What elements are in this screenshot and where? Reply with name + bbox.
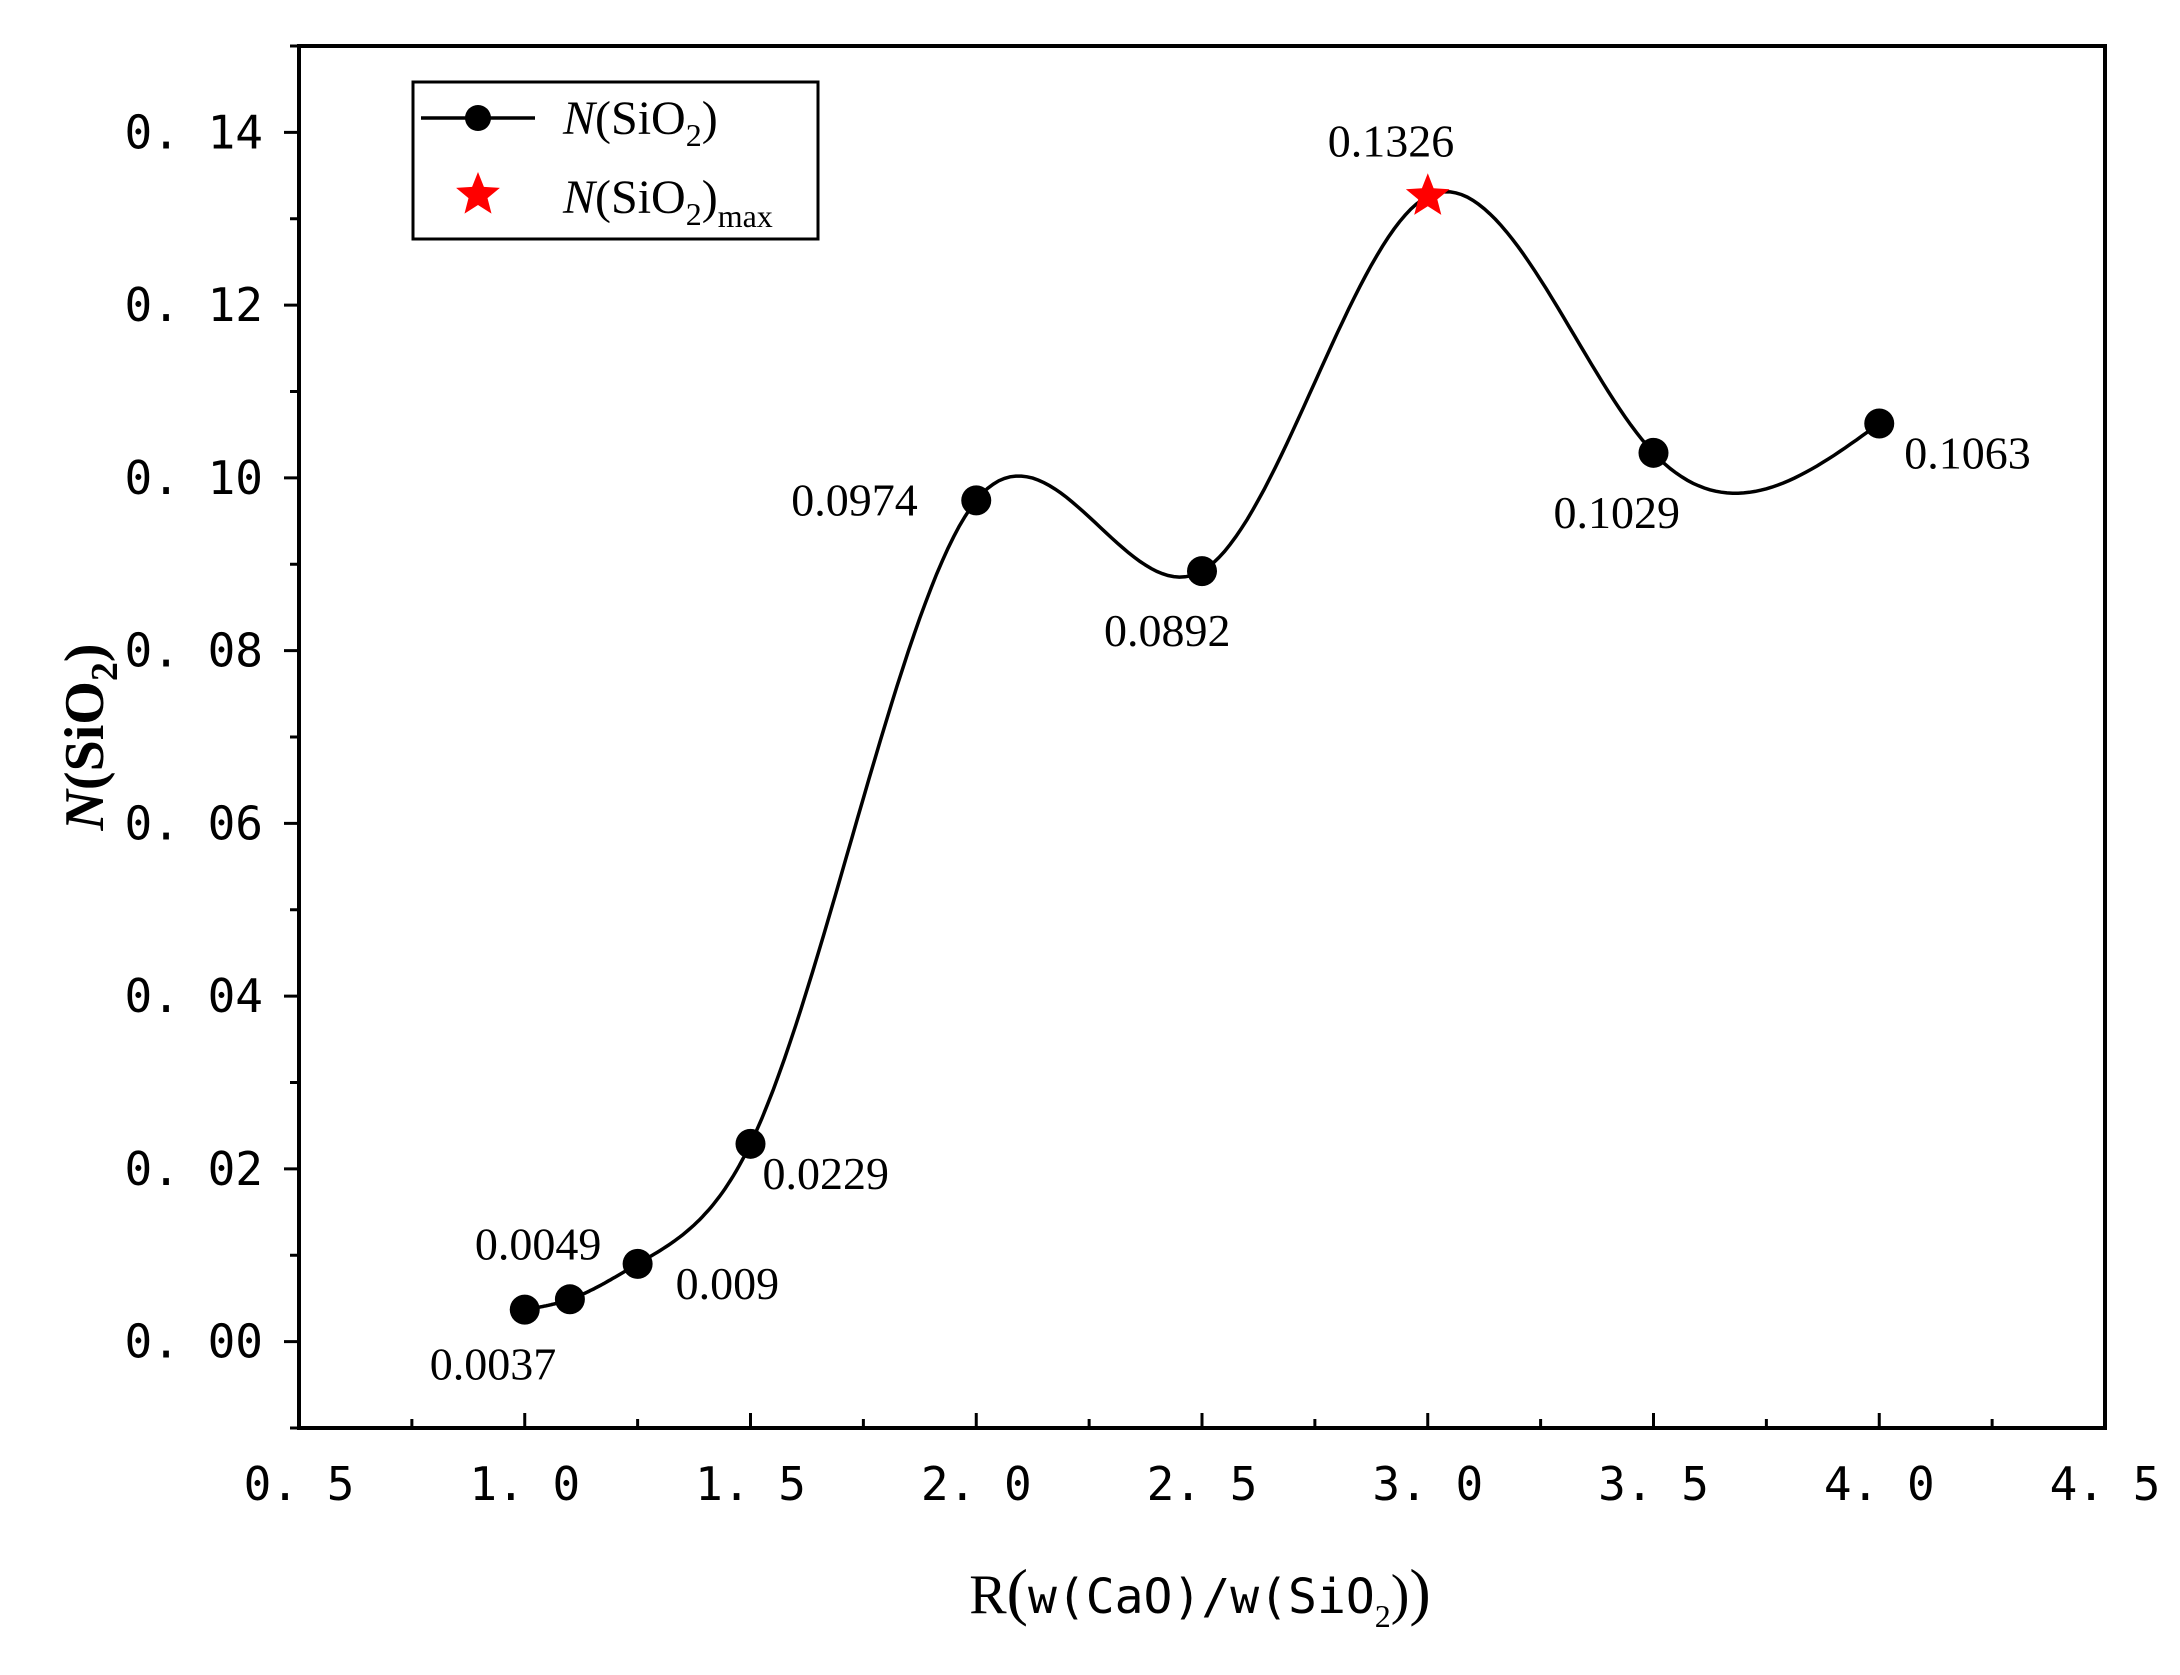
data-point [554, 1284, 585, 1315]
x-axis-title: R(w(CaO)/w(SiO2)) [969, 1556, 1430, 1634]
y-axis-ticks: 0. 00 0. 02 0. 04 0. 06 0. 08 0. 10 0. 12 0. 14 [125, 44, 299, 1430]
y-tick-label: 0. 04 [125, 969, 263, 1023]
data-point [1638, 437, 1669, 468]
x-tick-label: 2. 5 [1147, 1457, 1258, 1511]
y-tick-label: 0. 12 [125, 278, 263, 332]
y-tick-label: 0. 08 [125, 624, 263, 678]
y-tick-label: 0. 06 [125, 796, 263, 850]
data-point [509, 1294, 540, 1325]
data-labels: 0.0037 0.0049 0.009 0.0229 0.0974 0.0892 0.132… [430, 115, 2031, 1389]
legend-star-icon [456, 172, 500, 214]
x-tick-label: 3. 5 [1598, 1457, 1709, 1511]
y-tick-label: 0. 02 [125, 1142, 263, 1196]
data-label: 0.1326 [1328, 115, 1455, 166]
x-tick-label: 1. 5 [695, 1457, 806, 1511]
legend-circle-icon [465, 105, 491, 131]
data-label: 0.0229 [763, 1148, 890, 1199]
series-curve [524, 189, 1881, 1312]
data-point [1864, 408, 1895, 439]
legend-label-series: N(SiO2) [562, 92, 718, 153]
y-tick-label: 0. 00 [125, 1315, 263, 1369]
x-tick-label: 1. 0 [469, 1457, 580, 1511]
data-label: 0.0049 [475, 1218, 602, 1269]
x-tick-label: 2. 0 [921, 1457, 1032, 1511]
data-label: 0.1029 [1554, 487, 1681, 538]
x-tick-label: 0. 5 [244, 1457, 355, 1511]
y-axis-title: N(SiO2) [54, 643, 126, 831]
data-label: 0.0974 [791, 474, 918, 525]
x-tick-label: 4. 5 [2050, 1457, 2161, 1511]
legend-star-shape [456, 172, 500, 214]
data-point [961, 485, 992, 516]
x-tick-label: 4. 0 [1824, 1457, 1935, 1511]
data-point [1187, 556, 1217, 587]
data-point [622, 1248, 653, 1279]
y-tick-label: 0. 10 [125, 451, 263, 505]
legend-label-max: N(SiO2)max [562, 171, 773, 234]
data-point [735, 1128, 766, 1159]
data-label: 0.0892 [1104, 605, 1231, 656]
max-marker [1405, 173, 1450, 215]
legend: N(SiO2) N(SiO2)max [411, 80, 820, 241]
data-label: 0.0037 [430, 1339, 557, 1390]
max-star-marker [1405, 173, 1450, 215]
x-axis-ticks: 0. 5 1. 0 1. 5 2. 0 2. 5 3. 0 3. 5 4. 0 4. 5 [244, 1413, 2161, 1511]
data-label: 0.009 [676, 1258, 780, 1309]
y-tick-label: 0. 14 [125, 105, 263, 159]
series-points [509, 408, 1895, 1325]
data-label: 0.1063 [1904, 427, 2031, 478]
x-tick-label: 3. 0 [1372, 1457, 1483, 1511]
